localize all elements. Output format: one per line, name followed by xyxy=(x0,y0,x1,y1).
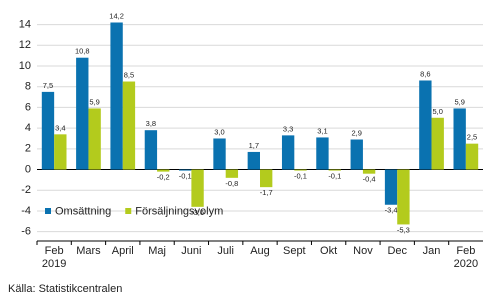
legend-label: Försäljningsvolym xyxy=(135,205,223,217)
bar xyxy=(397,169,410,225)
x-tick-label: Juli xyxy=(217,245,234,257)
value-label: -1,7 xyxy=(260,188,273,197)
bar xyxy=(328,169,341,171)
x-tick-label: Maj xyxy=(148,245,166,257)
source: Källa: Statistikcentralen xyxy=(8,283,122,295)
bar xyxy=(54,134,67,170)
bar xyxy=(316,137,329,170)
legend-swatch xyxy=(45,208,51,214)
bar xyxy=(419,80,432,170)
x-tick-label: Nov xyxy=(353,245,373,257)
x-tick-label: April xyxy=(112,245,134,257)
bar xyxy=(247,151,260,170)
value-label: -0,1 xyxy=(294,172,307,181)
bar xyxy=(294,169,307,171)
x-tick-label: Mars xyxy=(76,245,101,257)
legend-swatch xyxy=(125,208,132,214)
value-label: 14,2 xyxy=(109,11,124,20)
y-tick-label: 8 xyxy=(25,81,31,93)
bar xyxy=(144,130,158,170)
y-tick-label: 10 xyxy=(19,60,31,72)
x-tick-label: Aug xyxy=(250,245,270,257)
value-label: 2,5 xyxy=(467,133,477,142)
value-label: 3,8 xyxy=(146,119,156,128)
bar xyxy=(88,108,101,170)
value-label: 3,3 xyxy=(283,124,293,133)
value-label: 3,1 xyxy=(317,126,327,135)
x-tick-label: Juni xyxy=(181,245,201,257)
y-tick-label: -6 xyxy=(21,226,31,238)
value-label: 8,5 xyxy=(124,71,134,80)
value-label: -0,1 xyxy=(328,172,341,181)
bar xyxy=(157,169,170,172)
x-tick-label: Feb 2020 xyxy=(454,245,478,270)
bar xyxy=(431,117,444,170)
x-tick-label: Dec xyxy=(387,245,407,257)
value-label: 10,8 xyxy=(75,47,90,56)
value-label: -0,1 xyxy=(179,172,192,181)
value-label: 1,7 xyxy=(249,141,259,150)
value-label: 5,9 xyxy=(454,97,464,106)
bar xyxy=(41,91,55,170)
value-label: 2,9 xyxy=(352,128,362,137)
value-label: 3,0 xyxy=(214,127,224,136)
legend-label: Omsättning xyxy=(55,205,111,217)
bar xyxy=(213,138,226,170)
x-tick-label: Jan xyxy=(423,245,441,257)
bar xyxy=(260,169,273,188)
value-label: 3,4 xyxy=(55,123,65,132)
bar xyxy=(76,57,89,170)
bar xyxy=(179,169,192,171)
bar xyxy=(362,169,376,174)
value-label: 8,6 xyxy=(420,69,430,78)
bar xyxy=(453,108,466,170)
value-label: 5,0 xyxy=(432,107,442,116)
value-label: -0,4 xyxy=(363,175,376,184)
value-label: -0,8 xyxy=(225,179,238,188)
y-tick-label: -2 xyxy=(21,184,31,196)
bar xyxy=(281,135,295,170)
x-tick-label: Sept xyxy=(283,245,306,257)
y-tick-label: 4 xyxy=(25,122,31,134)
value-label: -5,3 xyxy=(397,225,410,234)
x-tick-label: Okt xyxy=(320,245,337,257)
bar xyxy=(191,169,204,207)
bar xyxy=(122,81,136,170)
bar xyxy=(110,22,123,170)
value-label: 7,5 xyxy=(43,81,53,90)
x-tick-label: Feb 2019 xyxy=(42,245,66,270)
bar xyxy=(350,139,363,170)
y-tick-label: 0 xyxy=(25,163,31,175)
y-tick-label: 14 xyxy=(19,18,31,30)
y-tick-label: -4 xyxy=(21,205,31,217)
value-label: 5,9 xyxy=(89,97,99,106)
bar xyxy=(225,169,239,178)
y-tick-label: 12 xyxy=(19,39,31,51)
value-label: -0,2 xyxy=(157,173,170,182)
y-tick-label: 2 xyxy=(25,143,31,155)
value-label: -3,4 xyxy=(385,206,398,215)
value-label: -3,6 xyxy=(191,208,204,217)
y-tick-label: 6 xyxy=(25,101,31,113)
bar xyxy=(465,143,479,170)
bar xyxy=(384,169,398,205)
